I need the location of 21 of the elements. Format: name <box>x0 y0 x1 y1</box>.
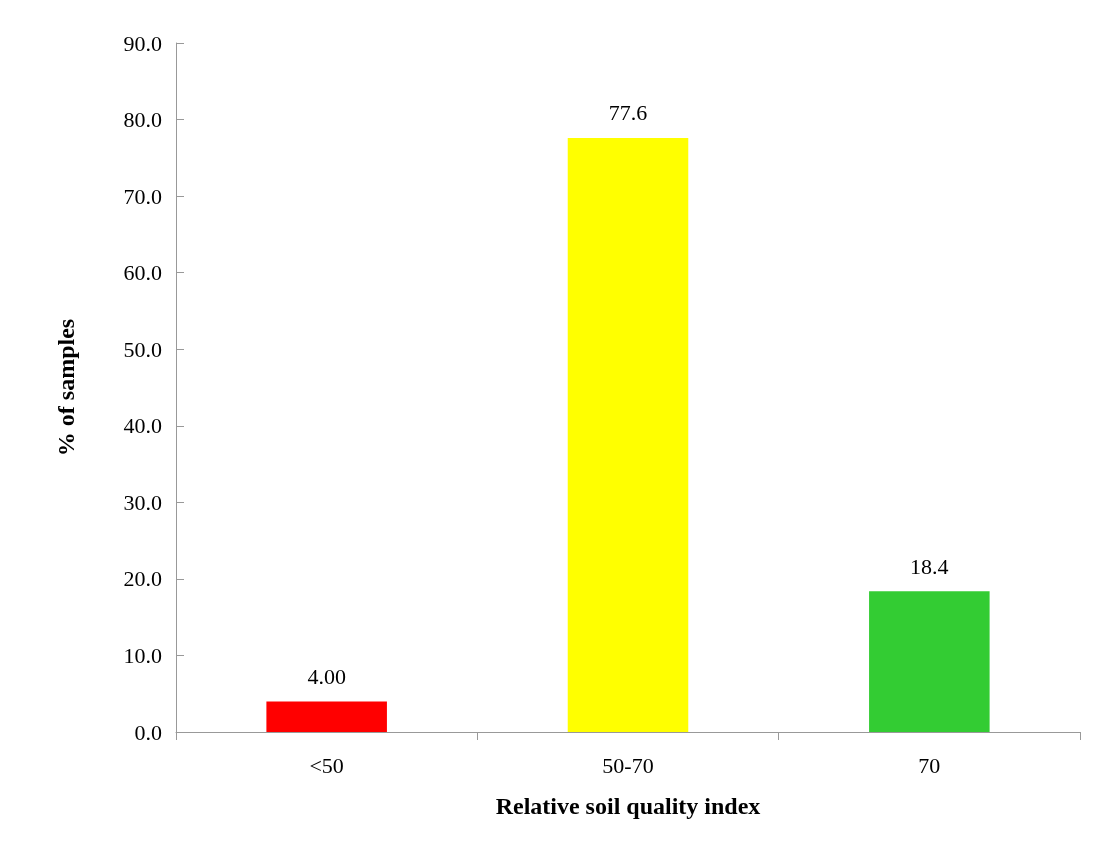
data-label: 77.6 <box>608 100 648 126</box>
y-tick-label: 10.0 <box>123 642 162 668</box>
y-tick-label: 30.0 <box>123 489 162 515</box>
bar <box>869 591 990 732</box>
y-tick-label: 20.0 <box>123 566 162 592</box>
x-axis-title: Relative soil quality index <box>495 793 761 819</box>
data-label: 18.4 <box>910 553 949 579</box>
bar <box>266 701 387 732</box>
y-tick-label: 60.0 <box>123 260 162 286</box>
x-tick-label: 50-70 <box>602 752 654 778</box>
y-tick-label: 40.0 <box>123 413 162 439</box>
y-tick-label: 80.0 <box>123 107 162 133</box>
y-tick-label: 50.0 <box>123 336 162 362</box>
y-axis-title: % of samples <box>53 318 79 457</box>
y-tick-label: 90.0 <box>123 30 162 56</box>
data-label: 4.00 <box>307 663 346 689</box>
x-tick-label: 70 <box>918 752 941 778</box>
x-tick-label: <50 <box>309 752 344 778</box>
bar <box>567 137 689 732</box>
y-tick-label: 70.0 <box>123 183 162 209</box>
y-tick-label: 0.0 <box>134 719 162 745</box>
